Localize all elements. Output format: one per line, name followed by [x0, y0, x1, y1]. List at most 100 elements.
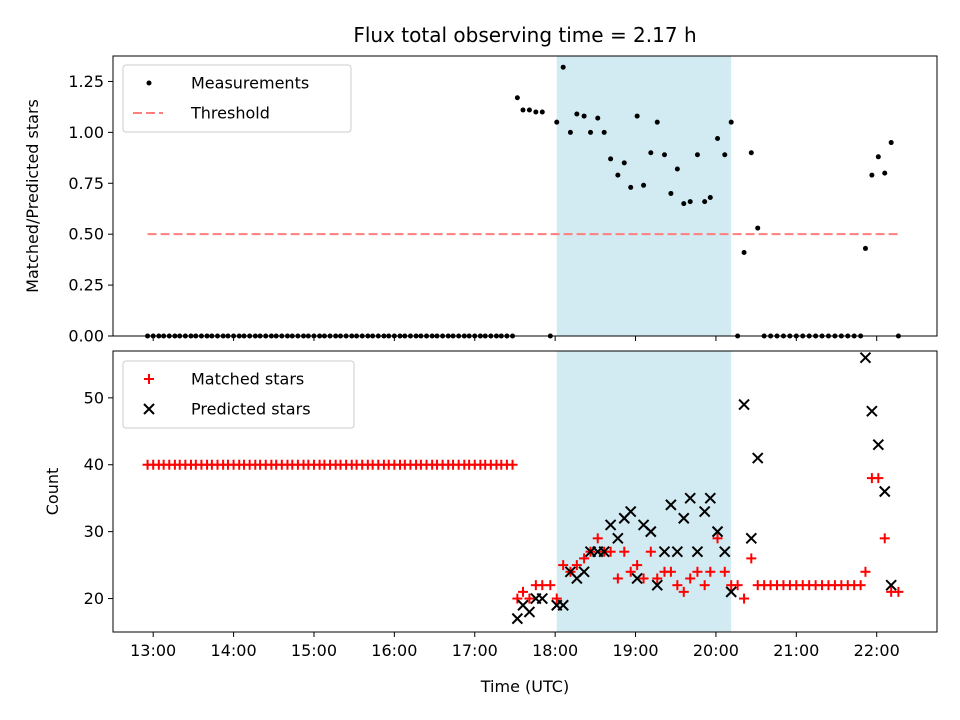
marker-stroke: [745, 532, 758, 545]
matched-star-marker: [507, 459, 518, 470]
marker-stroke: [698, 505, 711, 518]
matched-star-marker: [592, 533, 603, 544]
measurement-point: [654, 119, 660, 125]
marker-stroke: [637, 519, 650, 531]
marker-stroke: [536, 592, 548, 605]
measurement-point: [728, 119, 734, 125]
x-tick-label: 22:00: [854, 641, 900, 660]
marker-stroke: [859, 351, 872, 364]
y-tick-label: 0.00: [68, 327, 104, 346]
matched-star-marker: [672, 580, 683, 591]
x-axis-label: Time (UTC): [480, 677, 569, 696]
measurement-point: [146, 80, 152, 86]
measurement-point: [621, 160, 627, 166]
measurement-point: [681, 201, 687, 207]
x-tick-label: 15:00: [291, 641, 337, 660]
predicted-star-marker: [752, 452, 764, 464]
legend-label: Matched stars: [191, 370, 304, 389]
predicted-star-marker: [719, 546, 731, 558]
y-tick-label: 1.00: [68, 123, 104, 142]
predicted-star-marker: [511, 612, 524, 625]
matched-star-marker: [512, 593, 523, 604]
matched-star-marker: [860, 566, 871, 577]
matched-star-marker: [517, 586, 528, 597]
measurement-point: [869, 172, 875, 178]
marker-stroke: [879, 485, 891, 498]
marker-stroke: [625, 505, 637, 518]
measurement-point: [661, 152, 667, 158]
measurement-point: [581, 113, 587, 119]
matched-star-marker: [705, 566, 716, 577]
matched-star-marker: [638, 573, 649, 584]
predicted-star-marker: [866, 405, 878, 417]
marker-stroke: [725, 586, 737, 598]
predicted-star-marker: [691, 546, 704, 558]
matched-star-marker: [625, 566, 636, 577]
top-y-axis: 0.00 0.25 0.50 0.75 1.00 1.25: [68, 72, 113, 346]
predicted-star-marker: [651, 579, 663, 591]
bottom-x-axis: 13:00 14:00 15:00 16:00 17:00 18:00 19:00 20:00…: [130, 632, 900, 660]
marker-stroke: [752, 452, 764, 464]
legend-label: Predicted stars: [191, 400, 311, 419]
matched-star-marker: [558, 560, 569, 571]
matched-star-marker: [524, 593, 535, 604]
measurement-point: [560, 64, 566, 70]
top-axes-frame: [112, 55, 938, 337]
y-tick-label: 30: [84, 522, 104, 541]
measurement-point: [882, 170, 888, 176]
measurement-point: [595, 115, 601, 121]
y-tick-label: 40: [84, 455, 104, 474]
marker-stroke: [557, 599, 569, 611]
predicted-star-marker: [879, 485, 891, 498]
measurement-point: [707, 195, 713, 201]
measurement-point: [539, 109, 545, 115]
predicted-star-marker: [578, 566, 590, 578]
marker-stroke: [711, 525, 724, 538]
matched-star-marker: [665, 566, 676, 577]
y-tick-label: 50: [84, 388, 104, 407]
x-tick-label: 19:00: [612, 641, 658, 660]
matched-star-marker: [632, 560, 643, 571]
measurement-point: [741, 250, 747, 256]
predicted-star-marker: [725, 586, 737, 598]
matched-star-marker: [692, 566, 703, 577]
x-tick-label: 16:00: [371, 641, 417, 660]
x-tick-label: 18:00: [532, 641, 578, 660]
measurement-point: [514, 95, 520, 101]
predicted-star-marker: [645, 525, 657, 538]
marker-stroke: [872, 438, 885, 451]
measurement-point: [702, 199, 708, 205]
matched-star-marker: [719, 566, 730, 577]
measurement-point: [574, 111, 580, 117]
predicted-star-marker: [711, 525, 724, 538]
measurement-point: [748, 150, 754, 156]
legend-label: Threshold: [190, 104, 270, 123]
matched-star-marker: [712, 533, 723, 544]
matched-star-marker: [739, 593, 750, 604]
predicted-star-marker: [859, 351, 872, 364]
predicted-star-marker: [678, 512, 690, 524]
predicted-star-marker: [885, 579, 897, 591]
top-observing-window-shade: [556, 56, 732, 336]
measurement-point: [694, 152, 700, 158]
predicted-star-marker: [704, 492, 717, 504]
y-tick-label: 0.75: [68, 174, 104, 193]
matched-star-marker: [551, 593, 562, 604]
marker-stroke: [665, 499, 677, 511]
legend-box: [122, 360, 355, 429]
matched-star-marker: [685, 573, 696, 584]
measurement-point: [715, 135, 721, 141]
measurement-point: [875, 154, 881, 160]
measurement-point: [520, 107, 526, 113]
measurement-point: [648, 150, 654, 156]
marker-stroke: [658, 546, 671, 558]
predicted-star-marker: [536, 592, 548, 605]
legend-label: Measurements: [191, 74, 309, 93]
matched-star-marker: [732, 580, 743, 591]
marker-stroke: [651, 579, 663, 591]
marker-stroke: [719, 546, 731, 558]
matched-star-marker: [619, 546, 630, 557]
predicted-star-marker: [872, 438, 885, 451]
marker-stroke: [645, 525, 657, 538]
